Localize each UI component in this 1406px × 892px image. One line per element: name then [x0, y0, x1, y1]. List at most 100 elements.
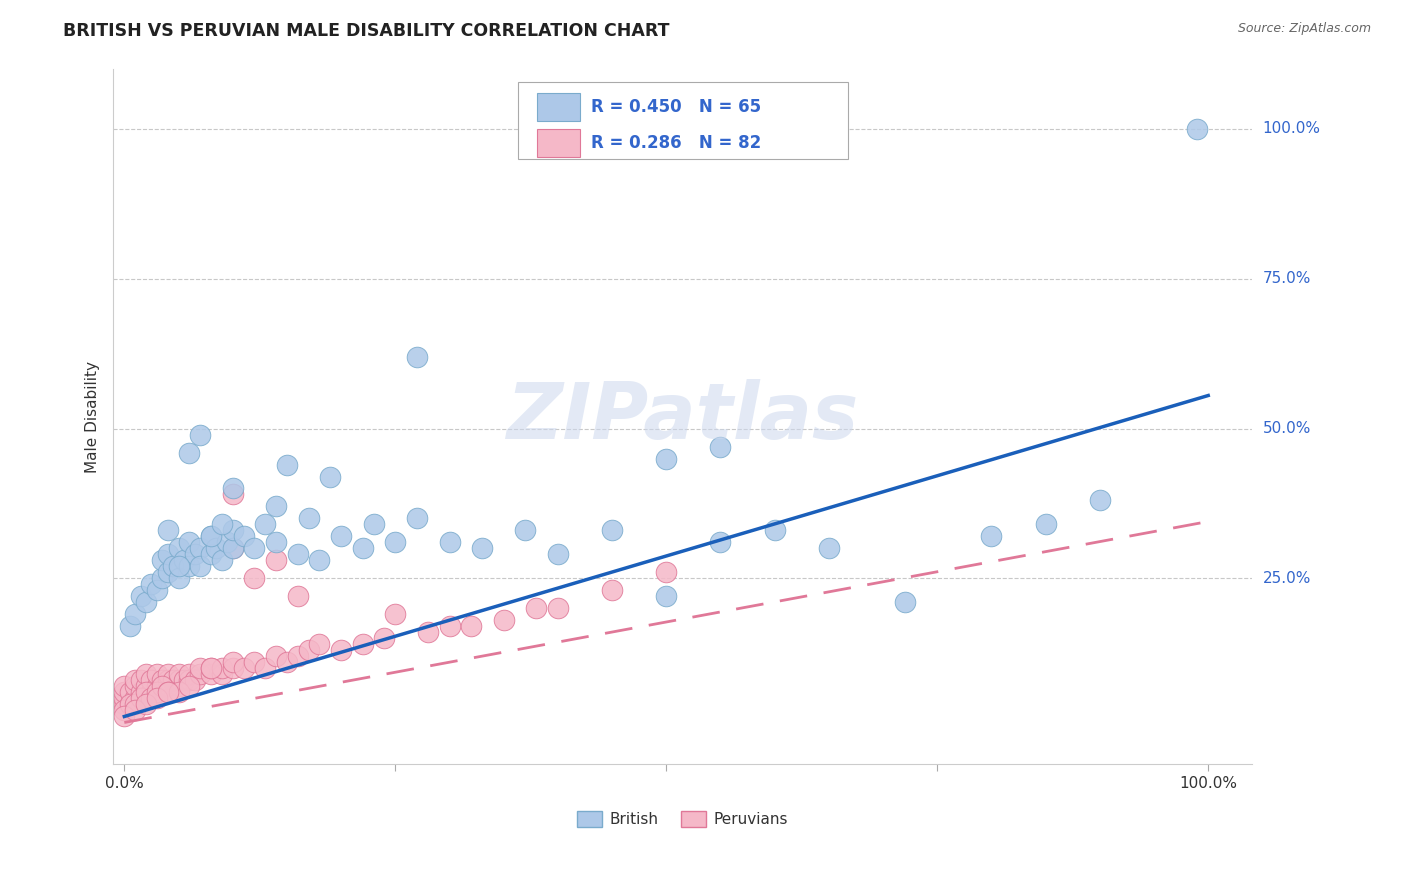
Point [222, 656, 245, 670]
Point [167, 673, 190, 688]
Text: Source: ZipAtlas.com: Source: ZipAtlas.com [1237, 22, 1371, 36]
Point [146, 680, 169, 694]
Point [188, 427, 211, 442]
Point [460, 619, 482, 633]
Point [167, 667, 190, 681]
Point [124, 691, 146, 706]
Point [276, 656, 298, 670]
Point [179, 559, 201, 574]
Point [129, 590, 152, 604]
Point [167, 680, 190, 694]
Point [129, 691, 152, 706]
Text: 25.0%: 25.0% [1263, 571, 1310, 586]
Point [150, 673, 173, 688]
Point [112, 691, 135, 706]
Point [200, 529, 222, 543]
Point [200, 529, 222, 543]
Point [232, 661, 254, 675]
Point [167, 685, 190, 699]
Point [1187, 121, 1209, 136]
Point [135, 685, 157, 699]
Point [222, 482, 245, 496]
Point [150, 572, 173, 586]
Legend: British, Peruvians: British, Peruvians [571, 805, 794, 833]
Point [200, 548, 222, 562]
Point [893, 595, 915, 609]
Point [297, 643, 319, 657]
Point [211, 553, 233, 567]
Point [124, 704, 146, 718]
Point [173, 673, 195, 688]
FancyBboxPatch shape [517, 82, 848, 159]
Point [524, 601, 547, 615]
Point [146, 691, 169, 706]
Point [112, 680, 135, 694]
Point [200, 667, 222, 681]
Point [156, 548, 179, 562]
Point [188, 667, 211, 681]
FancyBboxPatch shape [537, 93, 581, 120]
Point [135, 595, 157, 609]
Point [146, 583, 169, 598]
Point [515, 524, 537, 538]
Point [384, 607, 406, 622]
Text: R = 0.286   N = 82: R = 0.286 N = 82 [592, 134, 762, 152]
Point [124, 673, 146, 688]
Point [655, 590, 678, 604]
Point [352, 541, 374, 556]
Point [222, 524, 245, 538]
Point [150, 680, 173, 694]
Point [471, 541, 494, 556]
Point [264, 553, 287, 567]
Point [818, 541, 841, 556]
Point [406, 511, 429, 525]
Point [167, 541, 190, 556]
Point [439, 619, 461, 633]
Point [146, 667, 169, 681]
Point [264, 535, 287, 549]
Point [156, 566, 179, 580]
Point [179, 673, 201, 688]
Point [600, 583, 623, 598]
Point [112, 709, 135, 723]
Point [492, 614, 515, 628]
Point [141, 577, 163, 591]
Point [156, 685, 179, 699]
Point [135, 691, 157, 706]
Point [600, 524, 623, 538]
Point [287, 548, 309, 562]
Point [1035, 517, 1057, 532]
Point [188, 559, 211, 574]
Point [264, 649, 287, 664]
Point [330, 529, 353, 543]
Point [319, 469, 342, 483]
Point [184, 548, 207, 562]
Point [384, 535, 406, 549]
Point [146, 685, 169, 699]
Point [118, 685, 141, 699]
Point [184, 673, 207, 688]
Point [156, 685, 179, 699]
Point [118, 698, 141, 712]
Point [200, 661, 222, 675]
Point [763, 524, 786, 538]
Point [709, 535, 731, 549]
Text: ZIPatlas: ZIPatlas [506, 378, 859, 455]
Point [287, 590, 309, 604]
Point [308, 638, 330, 652]
Point [173, 553, 195, 567]
Point [150, 680, 173, 694]
Point [141, 673, 163, 688]
Point [162, 673, 184, 688]
Point [211, 667, 233, 681]
Point [222, 541, 245, 556]
Point [439, 535, 461, 549]
Point [156, 680, 179, 694]
Point [222, 487, 245, 501]
Text: 50.0%: 50.0% [1263, 421, 1310, 436]
Point [179, 680, 201, 694]
Point [162, 559, 184, 574]
Point [118, 698, 141, 712]
Point [276, 458, 298, 472]
Point [243, 656, 266, 670]
